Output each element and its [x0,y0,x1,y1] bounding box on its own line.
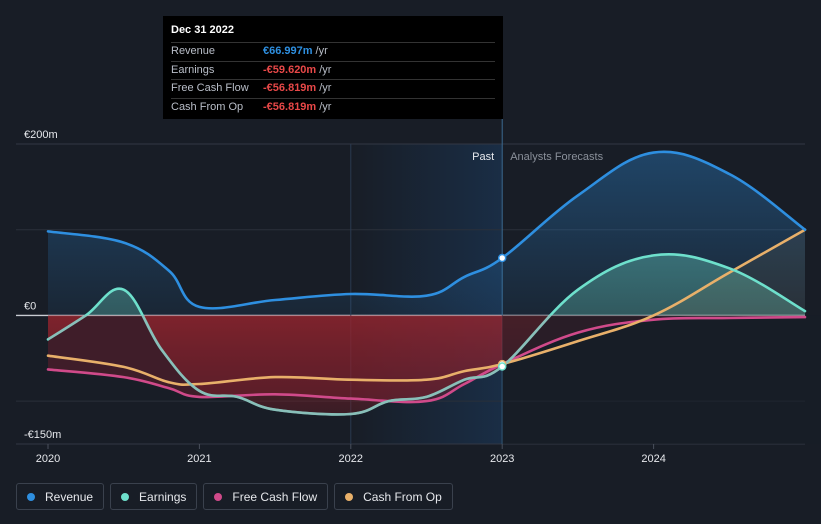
legend: Revenue Earnings Free Cash Flow Cash From O… [16,483,453,510]
legend-label: Free Cash Flow [232,489,318,504]
legend-label: Revenue [45,489,94,504]
earnings-positive-area [48,254,805,316]
legend-label: Earnings [139,489,187,504]
tooltip-row-label: Free Cash Flow [171,82,249,94]
legend-item-revenue[interactable]: Revenue [16,483,105,510]
legend-dot-icon [345,492,354,501]
y-tick-label: €0 [24,300,36,312]
legend-item-free-cash-flow[interactable]: Free Cash Flow [203,483,329,510]
legend-dot-icon [27,492,35,501]
data-point-marker [497,253,507,263]
tooltip-row: Revenue €66.997m/yr [171,42,495,61]
cash-from-op-line-past [46,354,503,386]
legend-label: Cash From Op [363,489,442,504]
past-label: Past [472,151,494,163]
tooltip-row: Free Cash Flow -€56.819m/yr [171,79,495,98]
tooltip-row-unit: /yr [319,82,332,94]
data-point-marker [497,362,507,371]
future-dim [502,315,821,444]
cfo-positive-area [48,229,805,316]
y-tick-label: €200m [24,129,58,141]
x-tick-label: 2023 [490,453,514,465]
legend-dot-icon [121,492,130,501]
y-tick-label: -€150m [24,429,61,441]
earnings-line-forecast [502,253,807,369]
tooltip-row-label: Cash From Op [171,100,244,113]
tooltip-row-label: Revenue [171,45,216,57]
free-cash-flow-line-forecast [502,315,807,366]
forecast-label: Analysts Forecasts [510,151,603,163]
cash-from-op-line-forecast [502,228,807,366]
tooltip-row-value: -€56.819m [263,82,317,94]
earnings-negative-area [48,315,551,415]
tooltip-row-unit: /yr [319,63,332,76]
x-tick-label: 2022 [339,453,363,465]
financial-chart: €200m €0 -€150m 2020 2021 2022 2023 2024 Past Ana… [16,119,821,465]
tooltip: Dec 31 2022 Revenue €66.997m/yr Earnings -€… [163,16,503,119]
x-tick-label: 2020 [36,453,60,465]
tooltip-row-label: Earnings [171,63,215,76]
legend-item-earnings[interactable]: Earnings [110,483,198,510]
x-tick-label: 2021 [187,453,211,465]
legend-dot-icon [214,492,223,501]
revenue-line-forecast [502,150,807,260]
tooltip-row-value: -€56.819m [263,100,317,113]
tooltip-date: Dec 31 2022 [171,24,234,36]
tooltip-row-value: €66.997m [263,45,313,57]
tooltip-row-unit: /yr [315,45,328,57]
tooltip-row: Cash From Op -€56.819m/yr [171,97,495,117]
tooltip-row-value: -€59.620m [263,63,317,76]
tooltip-row-unit: /yr [319,100,332,113]
free-cash-flow-line-past [46,362,503,404]
tooltip-row: Earnings -€59.620m/yr [171,60,495,80]
earnings-line-negative-tint [47,315,553,416]
x-tick-label: 2024 [641,453,665,465]
revenue-line-past [46,230,503,310]
legend-item-cash-from-op[interactable]: Cash From Op [334,483,453,510]
